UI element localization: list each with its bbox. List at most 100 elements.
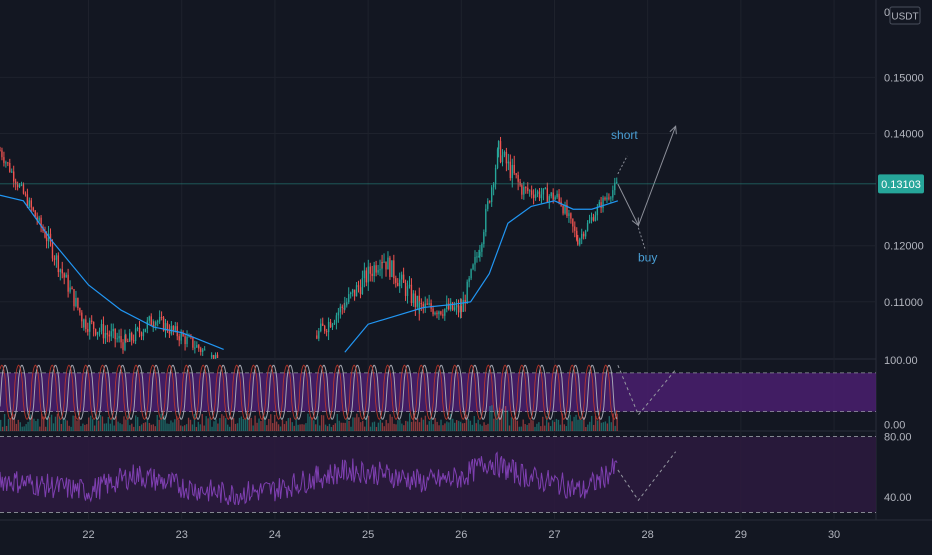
candle-body (329, 321, 332, 328)
candle-body (132, 340, 135, 342)
price-scale-background[interactable] (876, 0, 932, 550)
rsi-line (0, 451, 618, 506)
volume-bar (385, 419, 387, 431)
volume-bar (162, 416, 164, 431)
candle-body (616, 181, 618, 183)
volume-bar (31, 415, 33, 431)
candle-body (604, 197, 606, 200)
volume-bar (377, 422, 380, 431)
candle-body (509, 161, 512, 179)
volume-bar (260, 421, 262, 431)
candle-body (592, 217, 595, 221)
volume-bar (592, 424, 595, 431)
oscillator-series[interactable] (0, 364, 677, 421)
candle-body (385, 261, 387, 270)
candle-body (546, 188, 548, 203)
time-scale[interactable]: 22 23 24 25 26 27 28 29 30 (82, 529, 840, 541)
volume-bar (215, 419, 217, 431)
volume-bar (299, 424, 301, 431)
volume-bar (395, 424, 397, 431)
candle-body (548, 196, 550, 203)
candle-body (9, 162, 11, 172)
candle-body (576, 230, 578, 240)
volume-bar (324, 424, 327, 431)
volume-bar (440, 419, 442, 431)
candle-body (192, 337, 194, 348)
volume-bar (338, 420, 340, 431)
candle-body (357, 285, 360, 288)
volume-bar (546, 416, 548, 431)
candle-body (178, 336, 180, 341)
candle-body (83, 319, 85, 328)
candle-body (457, 305, 460, 313)
volume-bar (205, 416, 207, 431)
candle-body (32, 207, 34, 211)
volume-bar (227, 424, 229, 431)
candle-body (344, 305, 346, 310)
volume-bar (285, 421, 288, 431)
candle-body (574, 226, 576, 231)
candle-body (542, 188, 545, 195)
volume-bar (330, 426, 333, 431)
volume-bar (176, 416, 178, 431)
volume-bar (493, 418, 495, 431)
candle-body (404, 282, 407, 296)
volume-bar (158, 419, 160, 431)
volume-bar (272, 423, 274, 431)
candle-body (414, 293, 417, 307)
volume-bar (606, 423, 609, 431)
candle-body (112, 328, 114, 332)
volume-bar (432, 424, 434, 431)
candle-body (75, 297, 77, 307)
volume-bar (342, 422, 344, 431)
candle-body (416, 295, 418, 307)
volume-bar (485, 424, 487, 431)
volume-bar (457, 420, 460, 431)
volume-bar (180, 425, 182, 431)
candle-body (85, 319, 87, 330)
candle-body (156, 321, 159, 323)
volume-bar (78, 418, 80, 431)
volume-bar (58, 416, 61, 431)
candle-body (577, 239, 579, 245)
drawing-tools[interactable]: short buy (611, 125, 677, 264)
candle-body (369, 266, 371, 274)
volume-bar (448, 422, 450, 431)
candle-body (434, 312, 436, 315)
rsi-series[interactable] (0, 451, 677, 506)
candle-body (446, 303, 448, 309)
volume-bar (23, 426, 25, 431)
volume-bar (579, 416, 581, 431)
volume-bar (207, 418, 209, 431)
volume-bar (320, 415, 323, 431)
price-scale[interactable]: 0 USDT 0.15000 0.14000 0.12000 0.11000 0… (878, 6, 924, 504)
volume-bar (84, 424, 86, 431)
moving-average-series[interactable] (0, 194, 619, 353)
candle-body (87, 329, 89, 332)
candle-body (94, 329, 97, 335)
volume-bar (459, 421, 462, 431)
volume-bar (442, 425, 444, 431)
volume-bar (401, 423, 403, 431)
candle-body (127, 341, 129, 343)
candle-body (150, 316, 152, 326)
volume-bar (138, 426, 141, 431)
candle-body (51, 241, 54, 259)
currency-badge[interactable] (889, 6, 921, 25)
volume-bar (140, 424, 143, 431)
candle-body (497, 141, 500, 150)
volume-bar (113, 425, 115, 431)
oscillator-line (0, 364, 618, 420)
volume-bar (350, 426, 352, 431)
candle-body (579, 238, 581, 245)
volume-bar (403, 425, 405, 431)
volume-bar (502, 410, 505, 431)
candle-body (146, 320, 149, 329)
candle-body (487, 201, 489, 209)
time-tick-label: 28 (642, 529, 654, 541)
volume-bar (5, 425, 8, 431)
candle-body (408, 284, 411, 287)
candle-body (464, 299, 466, 304)
